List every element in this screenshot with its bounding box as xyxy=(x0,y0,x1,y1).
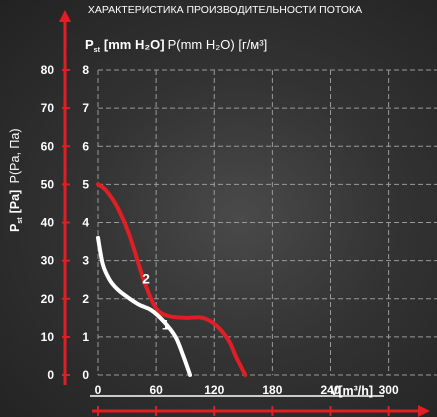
series-label-2: 2 xyxy=(142,271,150,287)
y-right-tick-label: 0 xyxy=(82,368,89,382)
y-left-tick-label: 70 xyxy=(41,101,55,115)
y-right-tick-label: 1 xyxy=(82,330,89,344)
x-tick-label: 240 xyxy=(320,383,340,397)
x-tick-label: 180 xyxy=(262,383,282,397)
x-tick-label: 300 xyxy=(379,383,399,397)
x-tick-label: 0 xyxy=(95,383,102,397)
series-group xyxy=(96,182,248,377)
series-line-2 xyxy=(96,182,248,377)
grid xyxy=(97,69,437,376)
y-left-tick-label: 60 xyxy=(41,139,55,153)
x-axis-label: V[m³/h] xyxy=(330,384,373,398)
series-labels: 12 xyxy=(142,271,170,333)
y-left-tick-label: 30 xyxy=(41,254,55,268)
series-line-1 xyxy=(96,235,192,377)
y-right-tick-label: 4 xyxy=(82,216,89,230)
y-right-tick-label: 8 xyxy=(82,63,89,77)
y-left-tick-label: 0 xyxy=(47,368,54,382)
y-left-tick-label: 50 xyxy=(41,177,55,191)
y-axis-label-top: Pst [mm H₂O] P(mm H₂O) [г/м³] xyxy=(85,37,267,54)
y-left-tick-labels: 0 10 20 30 40 50 60 70 80 xyxy=(41,63,70,382)
y-left-tick-label: 10 xyxy=(41,330,55,344)
y-right-tick-label: 2 xyxy=(82,292,89,306)
y-right-tick-labels: 0 1 2 3 4 5 6 7 8 xyxy=(82,63,89,382)
y-right-tick-label: 6 xyxy=(82,139,89,153)
y-right-tick-label: 7 xyxy=(82,101,89,115)
axes xyxy=(59,9,430,417)
y-axis-label-left: Pst[Pa] P(Pa, Па) xyxy=(8,128,24,232)
x-tick-labels: 060120180240300360 xyxy=(95,383,437,416)
y-left-tick-label: 80 xyxy=(41,63,55,77)
y-right-tick-label: 3 xyxy=(82,254,89,268)
y-left-tick-label: 20 xyxy=(41,292,55,306)
x-tick-label: 60 xyxy=(149,383,163,397)
series-label-1: 1 xyxy=(162,316,170,332)
y-right-tick-label: 5 xyxy=(82,177,89,191)
chart-title: ХАРАКТЕРИСТИКА ПРОИЗВОДИТЕЛЬНОСТИ ПОТОКА xyxy=(88,4,362,16)
x-tick-label: 120 xyxy=(204,383,224,397)
y-left-tick-label: 40 xyxy=(41,216,55,230)
